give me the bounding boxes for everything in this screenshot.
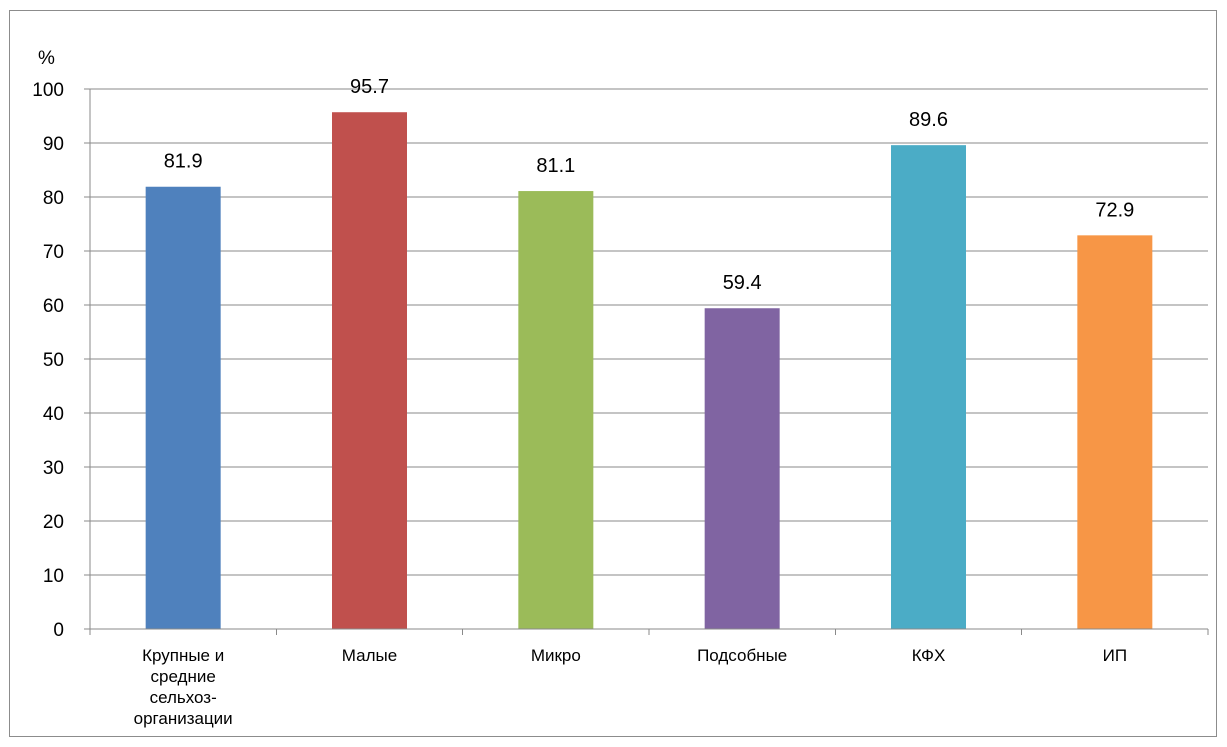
y-tick-label: 0 [53, 620, 64, 641]
bar [1077, 235, 1153, 629]
category-label: Крупные и средние сельхоз-организации [134, 646, 233, 728]
data-label: 72.9 [1095, 199, 1134, 221]
data-label: 81.9 [164, 151, 203, 173]
bar [332, 112, 407, 630]
y-tick-label: 10 [43, 566, 64, 587]
y-tick-label: 70 [43, 242, 64, 263]
y-tick-label: 100 [32, 80, 64, 101]
category-label-line: КФХ [912, 646, 946, 665]
category-label-line: Микро [531, 646, 581, 665]
y-axis-unit-label: % [38, 48, 55, 69]
category-label-line: Крупные и [142, 646, 224, 665]
bar [704, 308, 780, 629]
category-label-line: ИП [1103, 646, 1127, 665]
data-label: 95.7 [350, 76, 389, 98]
bars [145, 112, 1153, 630]
category-label: КФХ [912, 646, 946, 665]
data-label: 89.6 [909, 109, 948, 131]
data-label: 81.1 [536, 155, 575, 177]
category-label-line: Подсобные [697, 646, 787, 665]
category-label: Малые [342, 646, 397, 665]
category-label: Микро [531, 646, 581, 665]
gridlines [90, 88, 1208, 576]
bar [891, 145, 966, 629]
axes [84, 88, 1209, 635]
y-tick-label: 60 [43, 296, 64, 317]
category-label-line: организации [134, 709, 233, 728]
y-tick-label: 30 [43, 458, 64, 479]
category-label-line: сельхоз- [150, 688, 217, 707]
y-tick-label: 40 [43, 404, 64, 425]
y-tick-label: 90 [43, 134, 64, 155]
data-label: 59.4 [723, 272, 762, 294]
bar [518, 191, 594, 629]
y-tick-label: 80 [43, 188, 64, 209]
category-label-line: Малые [342, 646, 397, 665]
bar [145, 186, 221, 630]
category-label-line: средние [151, 667, 216, 686]
y-tick-label: 50 [43, 350, 64, 371]
y-tick-label: 20 [43, 512, 64, 533]
category-label: ИП [1103, 646, 1127, 665]
labels: 0 10 20 30 40 50 60 70 80 90 100 81.9 Крупные и средн… [32, 76, 1134, 728]
category-label: Подсобные [697, 646, 787, 665]
